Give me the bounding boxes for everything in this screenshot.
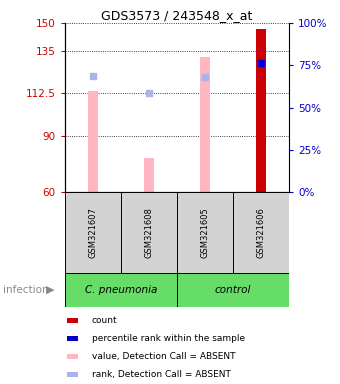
- Text: GSM321606: GSM321606: [256, 207, 266, 258]
- Text: rank, Detection Call = ABSENT: rank, Detection Call = ABSENT: [92, 371, 231, 379]
- Bar: [65, 273, 177, 307]
- Bar: [67, 318, 78, 323]
- Text: ▶: ▶: [46, 285, 54, 295]
- Text: GSM321607: GSM321607: [88, 207, 97, 258]
- Bar: [67, 354, 78, 359]
- Text: GSM321608: GSM321608: [144, 207, 153, 258]
- Title: GDS3573 / 243548_x_at: GDS3573 / 243548_x_at: [101, 9, 253, 22]
- Bar: [233, 192, 289, 273]
- Text: control: control: [215, 285, 251, 295]
- Bar: [65, 192, 121, 273]
- Bar: [67, 372, 78, 377]
- Text: GSM321605: GSM321605: [200, 207, 209, 258]
- Bar: [200, 57, 210, 192]
- Bar: [177, 192, 233, 273]
- Text: value, Detection Call = ABSENT: value, Detection Call = ABSENT: [92, 352, 235, 361]
- Text: percentile rank within the sample: percentile rank within the sample: [92, 334, 245, 343]
- Bar: [144, 158, 154, 192]
- Bar: [67, 336, 78, 341]
- Bar: [88, 91, 98, 192]
- Text: infection: infection: [3, 285, 49, 295]
- Text: C. pneumonia: C. pneumonia: [85, 285, 157, 295]
- Bar: [177, 273, 289, 307]
- Text: count: count: [92, 316, 117, 324]
- Bar: [121, 192, 177, 273]
- Bar: [256, 29, 266, 192]
